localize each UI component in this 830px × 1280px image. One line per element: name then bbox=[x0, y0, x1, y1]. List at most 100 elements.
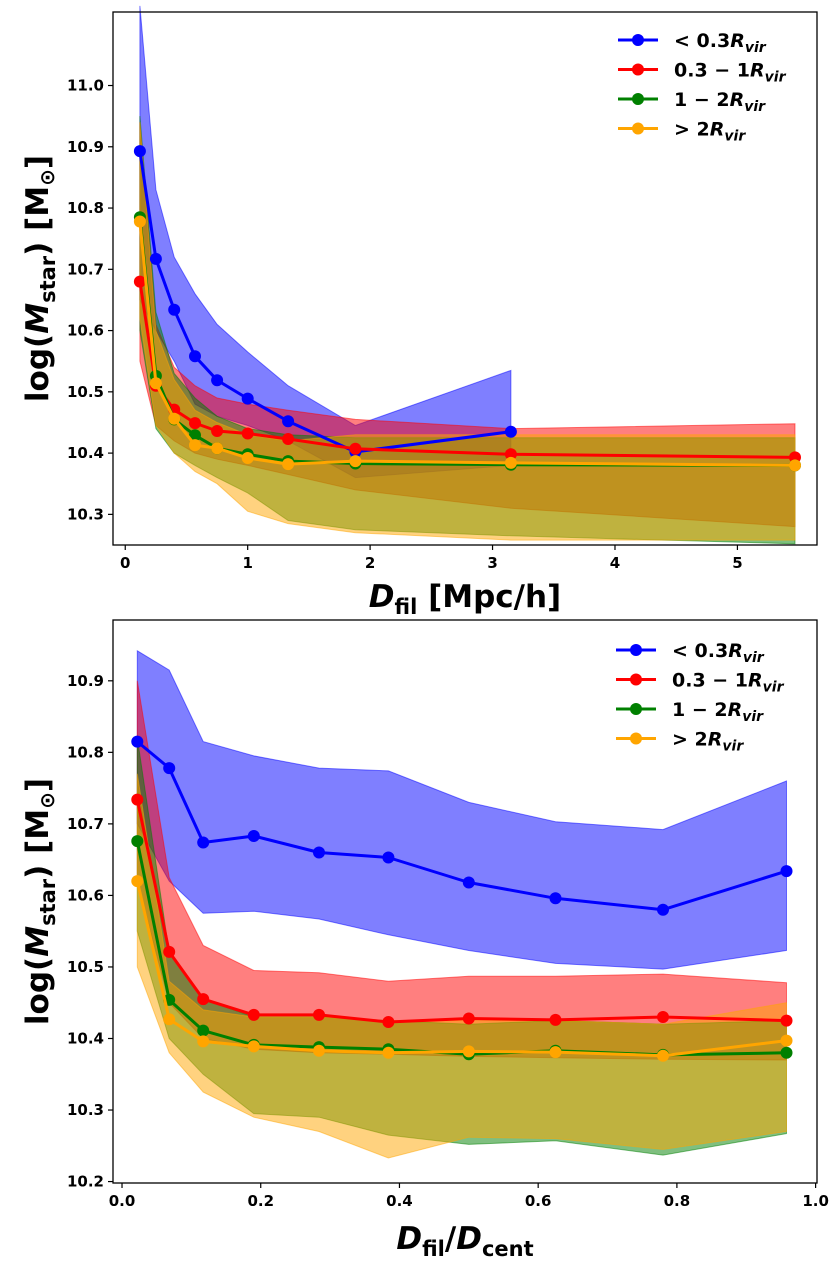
y-tick-label: 10.7 bbox=[67, 815, 104, 833]
point-series-4 bbox=[349, 455, 362, 468]
x-tick-label: 2 bbox=[365, 554, 375, 572]
x-tick-label: 5 bbox=[732, 554, 742, 572]
point-series-4 bbox=[241, 452, 254, 464]
y-axis-label: log(Mstar) [M⊙] bbox=[20, 155, 60, 402]
x-axis-label: Dfil/Dcent bbox=[396, 1221, 533, 1261]
point-series-4 bbox=[282, 458, 295, 471]
point-series-4 bbox=[189, 439, 201, 452]
legend-marker bbox=[632, 63, 644, 76]
point-series-1 bbox=[133, 145, 146, 158]
point-series-1 bbox=[549, 892, 562, 905]
y-tick-label: 10.6 bbox=[67, 322, 104, 340]
legend-item-3: 1 − 2Rvir bbox=[618, 89, 766, 115]
x-tick-label: 0.4 bbox=[386, 1192, 413, 1210]
point-series-1 bbox=[313, 846, 325, 859]
legend-label: > 2Rvir bbox=[674, 119, 746, 145]
point-series-3 bbox=[131, 835, 144, 848]
y-tick-label: 10.7 bbox=[67, 260, 104, 278]
chart-panel-2: 0.0 0.2 0.4 0.6 0.8 1.0 10.2 10.3 10.4 10.5 10.6 10… bbox=[20, 619, 829, 1261]
point-series-2 bbox=[349, 442, 362, 455]
point-series-2 bbox=[382, 1016, 395, 1028]
legend-label: 0.3 − 1Rvir bbox=[674, 60, 787, 86]
point-series-4 bbox=[197, 1035, 210, 1048]
legend-label: 1 − 2Rvir bbox=[672, 699, 764, 725]
legend-item-4: > 2Rvir bbox=[616, 729, 744, 755]
point-series-1 bbox=[211, 374, 224, 387]
y-tick-label: 10.5 bbox=[67, 383, 104, 401]
point-series-2 bbox=[462, 1012, 475, 1025]
legend-marker bbox=[630, 673, 642, 686]
line-series-4 bbox=[135, 880, 787, 1058]
point-series-4 bbox=[504, 456, 517, 469]
x-tick-label: 4 bbox=[610, 554, 620, 572]
y-tick-label: 10.4 bbox=[67, 444, 104, 462]
band-series-4 bbox=[139, 122, 796, 541]
legend-item-2: 0.3 − 1Rvir bbox=[616, 670, 785, 696]
point-series-4 bbox=[549, 1046, 562, 1059]
legend-item-4: > 2Rvir bbox=[618, 119, 746, 145]
legend-marker bbox=[630, 644, 642, 656]
point-series-1 bbox=[131, 735, 144, 748]
point-series-4 bbox=[133, 215, 146, 228]
point-series-1 bbox=[780, 865, 793, 878]
point-series-1 bbox=[382, 851, 395, 864]
legend: < 0.3Rvir 0.3 − 1Rvir 1 − 2Rvir > 2Rvir bbox=[616, 640, 785, 755]
point-series-2 bbox=[189, 417, 201, 430]
x-tick-label: 0.8 bbox=[664, 1192, 691, 1210]
point-series-1 bbox=[189, 350, 201, 363]
legend-label: < 0.3Rvir bbox=[674, 30, 767, 56]
y-tick-label: 10.9 bbox=[67, 138, 104, 156]
plot-frame bbox=[112, 11, 818, 546]
point-series-4 bbox=[211, 442, 224, 455]
point-series-4 bbox=[657, 1049, 669, 1062]
point-series-2 bbox=[504, 448, 517, 461]
y-tick-label: 11.0 bbox=[67, 77, 104, 95]
legend-marker bbox=[632, 34, 644, 46]
point-series-2 bbox=[163, 945, 176, 958]
point-series-4 bbox=[462, 1045, 475, 1058]
legend-item-1: < 0.3Rvir bbox=[618, 30, 767, 56]
line-series-3 bbox=[138, 217, 796, 467]
legend-label: 0.3 − 1Rvir bbox=[672, 670, 785, 696]
y-tick-label: 10.4 bbox=[67, 1029, 104, 1047]
y-tick-label: 10.3 bbox=[67, 505, 104, 523]
legend-item-2: 0.3 − 1Rvir bbox=[618, 60, 787, 86]
y-tick-label: 10.2 bbox=[67, 1173, 104, 1191]
point-series-2 bbox=[241, 427, 254, 440]
y-tick-label: 10.9 bbox=[67, 672, 104, 690]
line-series-1 bbox=[136, 740, 787, 912]
chart-panel-1: 0 1 2 3 4 5 10.3 10.4 10.5 10.6 10.7 10.8 10.9 11.0 Df… bbox=[20, 5, 818, 619]
point-series-2 bbox=[131, 793, 144, 806]
legend-marker bbox=[632, 93, 644, 105]
point-series-1 bbox=[241, 392, 254, 405]
point-series-1 bbox=[149, 252, 162, 265]
point-series-3 bbox=[780, 1046, 793, 1059]
legend-marker bbox=[630, 732, 642, 745]
legend-item-3: 1 − 2Rvir bbox=[616, 699, 764, 725]
point-series-4 bbox=[789, 459, 801, 472]
point-series-2 bbox=[211, 425, 224, 437]
y-tick-label: 10.5 bbox=[67, 958, 104, 976]
x-tick-label: 0.6 bbox=[525, 1192, 552, 1210]
point-series-1 bbox=[168, 303, 181, 316]
x-tick-label: 0.0 bbox=[109, 1192, 136, 1210]
point-series-1 bbox=[247, 830, 260, 842]
x-tick-label: 1.0 bbox=[802, 1192, 829, 1210]
legend: < 0.3Rvir 0.3 − 1Rvir 1 − 2Rvir > 2Rvir bbox=[618, 30, 787, 145]
x-axis-label: Dfil [Mpc/h] bbox=[369, 579, 561, 619]
y-axis-label: log(Mstar) [M⊙] bbox=[20, 778, 60, 1025]
point-series-1 bbox=[163, 762, 176, 775]
point-series-3 bbox=[197, 1024, 210, 1037]
legend-marker bbox=[632, 122, 644, 135]
point-series-2 bbox=[313, 1008, 325, 1021]
band-series-1 bbox=[136, 649, 787, 970]
point-series-4 bbox=[247, 1040, 260, 1053]
point-series-1 bbox=[504, 425, 517, 438]
line-series-2 bbox=[135, 799, 787, 1024]
point-series-4 bbox=[382, 1046, 395, 1059]
point-series-4 bbox=[780, 1034, 793, 1047]
line-series-4 bbox=[138, 221, 796, 467]
x-tick-label: 1 bbox=[242, 554, 252, 572]
point-series-2 bbox=[197, 993, 210, 1006]
